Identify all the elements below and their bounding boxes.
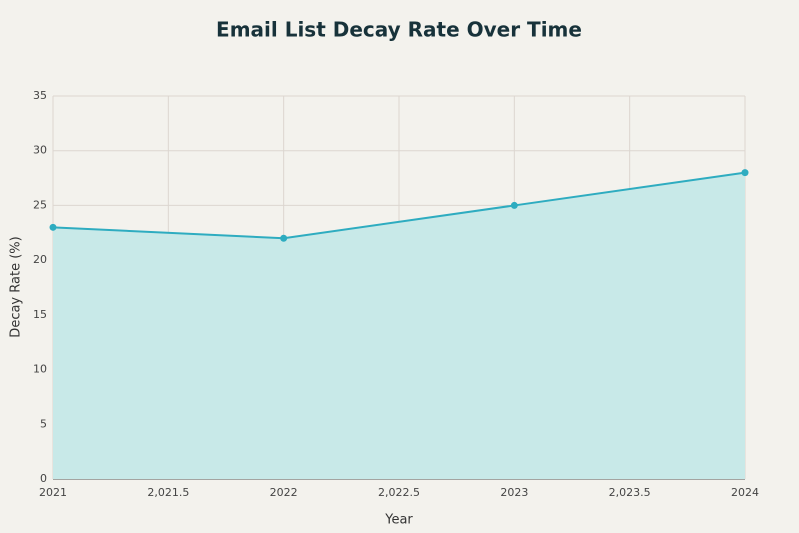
x-axis-label: Year: [384, 513, 413, 528]
y-tick-label: 25: [33, 198, 47, 211]
data-point: [510, 201, 518, 209]
x-tick-label: 2024: [731, 486, 759, 499]
x-tick-label: 2022: [270, 486, 298, 499]
y-tick-label: 0: [40, 472, 47, 485]
chart-title: Email List Decay Rate Over Time: [216, 18, 582, 42]
y-tick-label: 20: [33, 253, 47, 266]
y-tick-label: 5: [40, 417, 47, 430]
y-tick-label: 15: [33, 308, 47, 321]
y-axis-label: Decay Rate (%): [9, 236, 24, 337]
data-point: [741, 169, 749, 177]
x-tick-label: 2,023.5: [609, 486, 651, 499]
x-tick-label: 2,021.5: [147, 486, 189, 499]
data-point: [49, 223, 57, 231]
area-fill: [53, 172, 745, 479]
y-tick-label: 35: [33, 89, 47, 102]
y-tick-label: 30: [33, 144, 47, 157]
x-tick-label: 2021: [39, 486, 67, 499]
x-tick-label: 2,022.5: [378, 486, 420, 499]
x-tick-label: 2023: [500, 486, 528, 499]
line: [52, 171, 746, 240]
data-point: [280, 234, 288, 242]
y-tick-label: 10: [33, 363, 47, 376]
